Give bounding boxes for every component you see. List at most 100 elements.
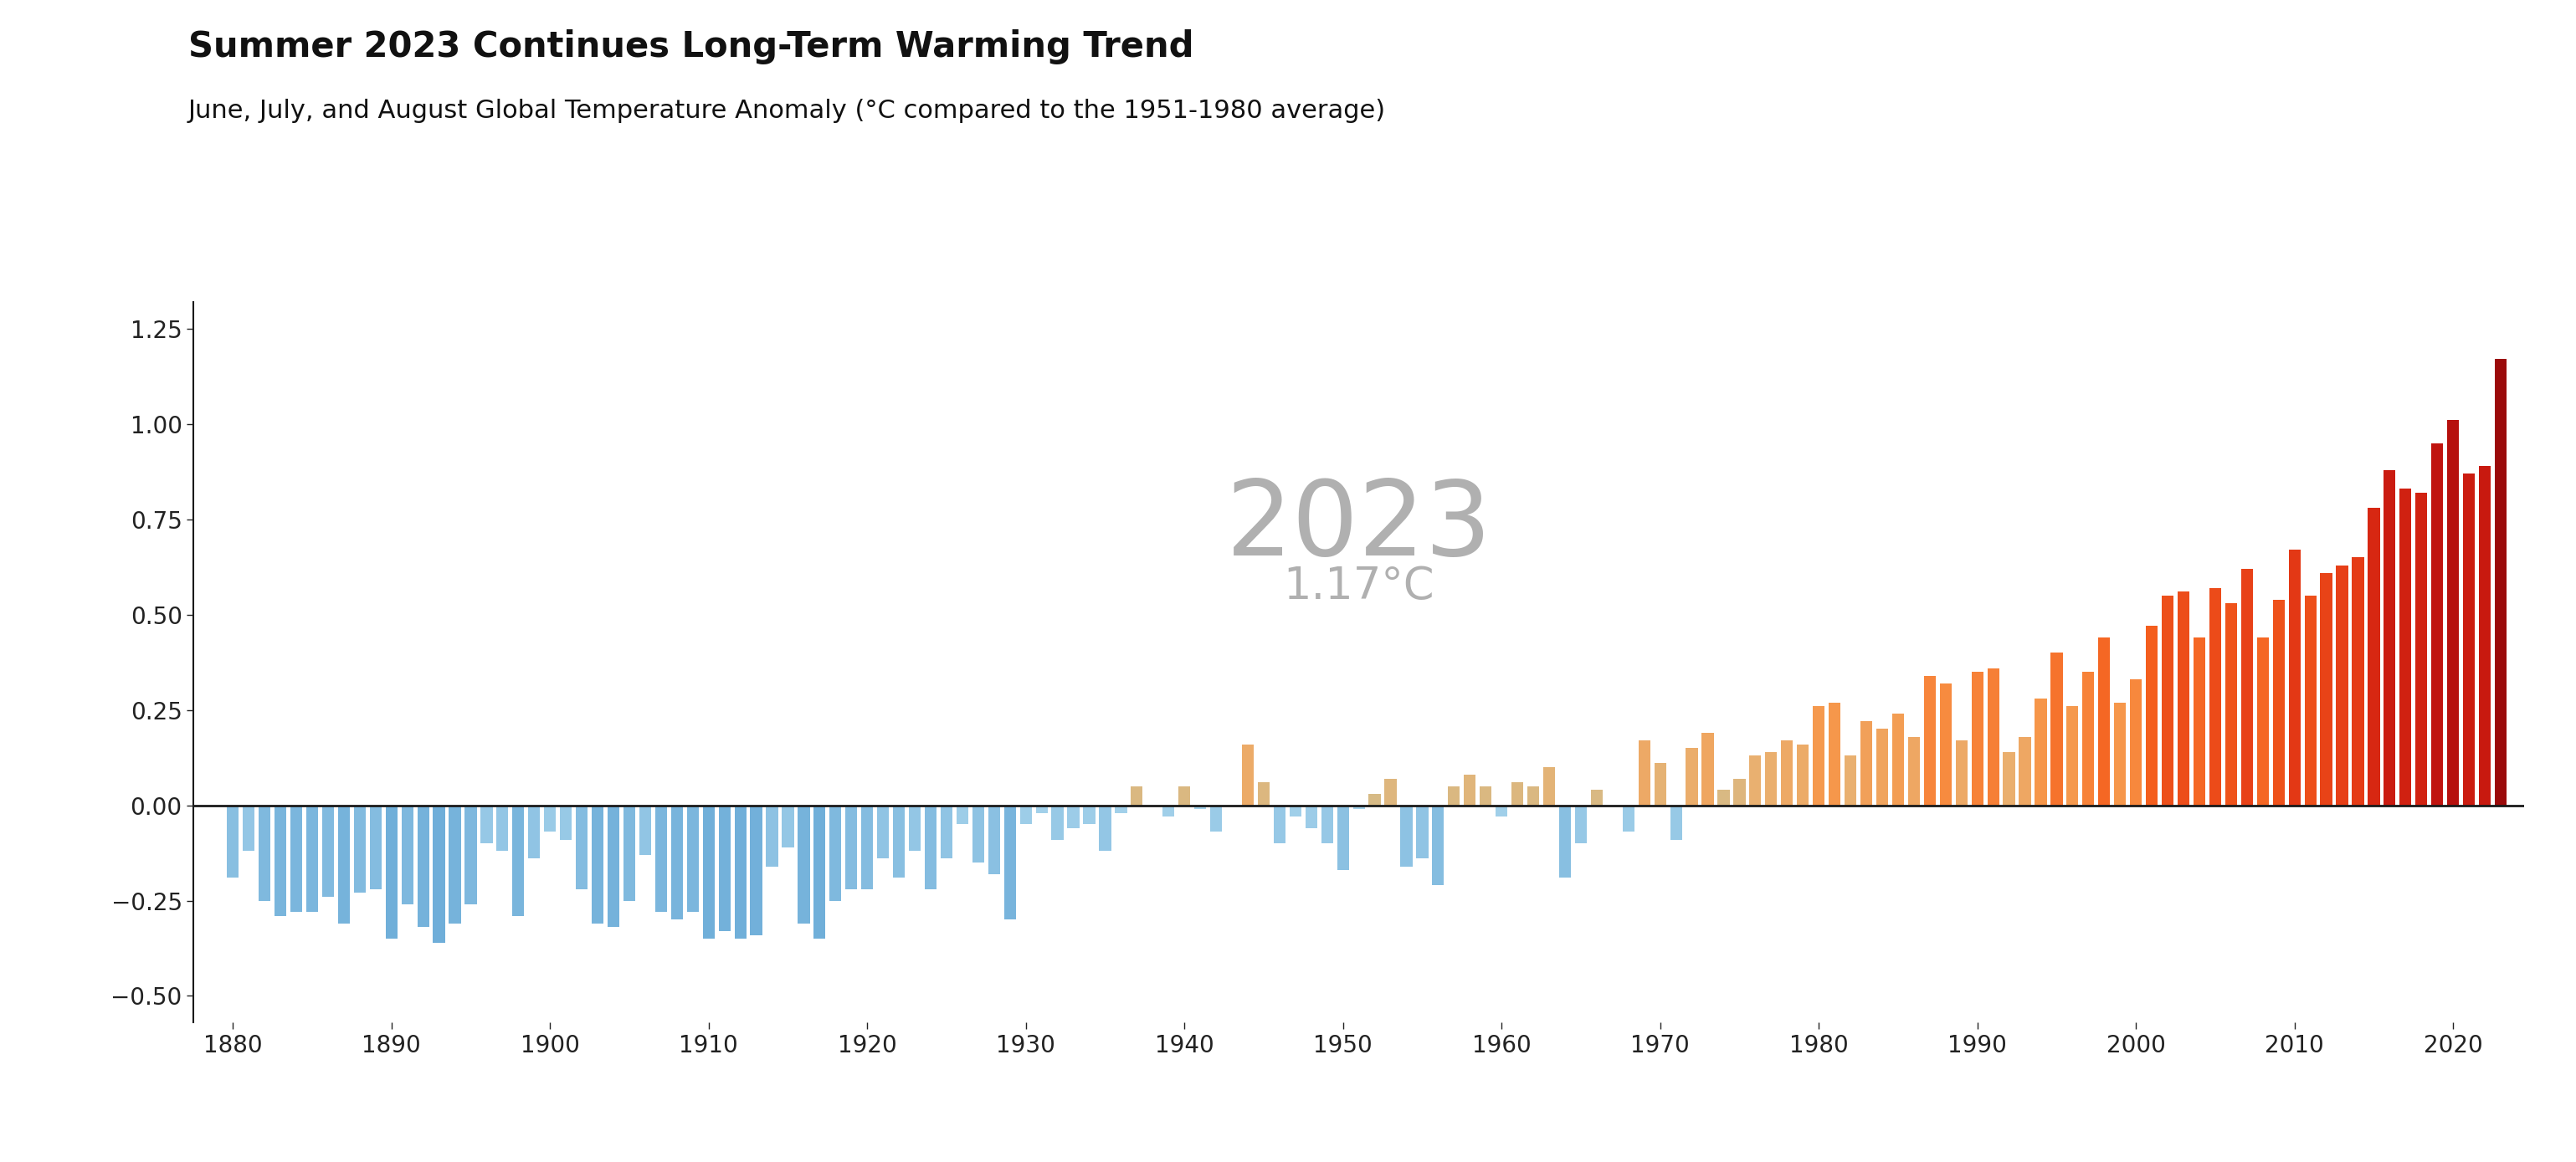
Bar bbox=[1273, 805, 1285, 844]
Bar bbox=[2210, 588, 2221, 805]
Bar bbox=[1162, 805, 1175, 817]
Bar bbox=[1386, 779, 1396, 805]
Bar bbox=[497, 805, 507, 851]
Bar bbox=[2416, 493, 2427, 805]
Bar bbox=[940, 805, 953, 859]
Bar bbox=[386, 805, 397, 939]
Bar bbox=[670, 805, 683, 919]
Bar bbox=[1321, 805, 1332, 844]
Bar bbox=[2066, 706, 2079, 805]
Bar bbox=[1463, 775, 1476, 805]
Bar bbox=[513, 805, 526, 916]
Bar bbox=[783, 805, 793, 847]
Bar bbox=[2226, 603, 2236, 805]
Bar bbox=[1574, 805, 1587, 844]
Bar bbox=[2447, 421, 2460, 805]
Bar bbox=[2050, 653, 2063, 805]
Bar bbox=[433, 805, 446, 942]
Bar bbox=[734, 805, 747, 939]
Bar bbox=[353, 805, 366, 892]
Bar bbox=[2494, 359, 2506, 805]
Bar bbox=[368, 805, 381, 889]
Bar bbox=[654, 805, 667, 912]
Bar bbox=[1020, 805, 1033, 824]
Bar bbox=[1417, 805, 1427, 859]
Bar bbox=[1798, 745, 1808, 805]
Bar bbox=[1084, 805, 1095, 824]
Bar bbox=[1844, 755, 1857, 805]
Bar bbox=[2130, 680, 2141, 805]
Bar bbox=[291, 805, 301, 912]
Bar bbox=[989, 805, 999, 874]
Bar bbox=[1814, 706, 1824, 805]
Bar bbox=[1066, 805, 1079, 829]
Bar bbox=[1352, 805, 1365, 809]
Bar bbox=[2336, 565, 2349, 805]
Bar bbox=[1924, 675, 1935, 805]
Bar bbox=[1893, 713, 1904, 805]
Bar bbox=[971, 805, 984, 862]
Bar bbox=[1592, 790, 1602, 805]
Bar bbox=[814, 805, 824, 939]
Bar bbox=[2161, 596, 2174, 805]
Bar bbox=[559, 805, 572, 840]
Bar bbox=[417, 805, 430, 927]
Bar bbox=[1528, 787, 1540, 805]
Bar bbox=[1749, 755, 1762, 805]
Bar bbox=[608, 805, 618, 927]
Bar bbox=[894, 805, 904, 877]
Bar bbox=[1291, 805, 1301, 817]
Bar bbox=[1986, 668, 1999, 805]
Bar bbox=[909, 805, 920, 851]
Bar bbox=[845, 805, 858, 889]
Bar bbox=[2463, 474, 2476, 805]
Bar bbox=[1131, 787, 1144, 805]
Bar bbox=[1051, 805, 1064, 840]
Bar bbox=[1448, 787, 1461, 805]
Bar bbox=[307, 805, 317, 912]
Bar bbox=[1623, 805, 1633, 832]
Bar bbox=[1497, 805, 1507, 817]
Bar bbox=[1479, 787, 1492, 805]
Bar bbox=[227, 805, 240, 877]
Bar bbox=[2035, 698, 2048, 805]
Bar bbox=[2321, 573, 2331, 805]
Bar bbox=[1718, 790, 1728, 805]
Bar bbox=[258, 805, 270, 901]
Bar bbox=[860, 805, 873, 889]
Bar bbox=[464, 805, 477, 904]
Bar bbox=[1780, 740, 1793, 805]
Bar bbox=[1177, 787, 1190, 805]
Bar bbox=[1100, 805, 1110, 851]
Bar bbox=[322, 805, 335, 897]
Bar bbox=[1115, 805, 1126, 813]
Bar bbox=[1306, 805, 1316, 829]
Bar bbox=[2287, 550, 2300, 805]
Bar bbox=[544, 805, 556, 832]
Bar bbox=[1734, 779, 1747, 805]
Bar bbox=[1401, 805, 1412, 867]
Bar bbox=[2146, 626, 2159, 805]
Bar bbox=[2099, 638, 2110, 805]
Bar bbox=[1829, 702, 1842, 805]
Bar bbox=[448, 805, 461, 924]
Bar bbox=[1242, 745, 1255, 805]
Bar bbox=[2115, 702, 2125, 805]
Bar bbox=[2306, 596, 2316, 805]
Bar bbox=[1211, 805, 1221, 832]
Text: 1.17°C: 1.17°C bbox=[1283, 565, 1435, 608]
Bar bbox=[2177, 591, 2190, 805]
Text: 2023: 2023 bbox=[1226, 476, 1492, 578]
Bar bbox=[876, 805, 889, 859]
Bar bbox=[2383, 469, 2396, 805]
Bar bbox=[1036, 805, 1048, 813]
Bar bbox=[2020, 737, 2030, 805]
Bar bbox=[623, 805, 636, 901]
Bar bbox=[765, 805, 778, 867]
Bar bbox=[1195, 805, 1206, 809]
Bar bbox=[829, 805, 842, 901]
Bar bbox=[242, 805, 255, 851]
Bar bbox=[2432, 443, 2442, 805]
Bar bbox=[1765, 752, 1777, 805]
Bar bbox=[2192, 638, 2205, 805]
